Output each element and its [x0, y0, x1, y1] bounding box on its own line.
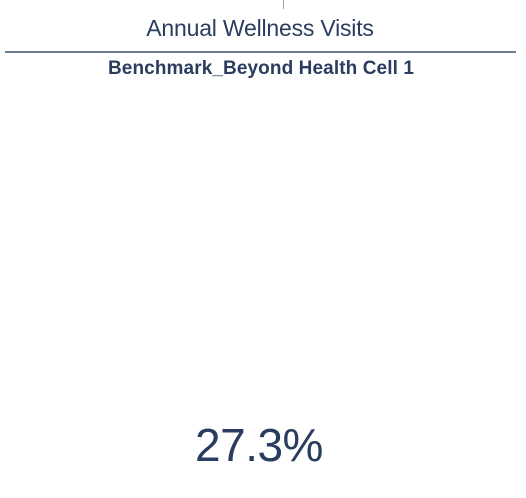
top-tick-mark — [283, 0, 284, 9]
page-title: Annual Wellness Visits — [146, 15, 374, 41]
kpi-value: 27.3% — [195, 419, 323, 471]
benchmark-subtitle: Benchmark_Beyond Health Cell 1 — [107, 58, 415, 79]
title-divider — [5, 51, 516, 53]
